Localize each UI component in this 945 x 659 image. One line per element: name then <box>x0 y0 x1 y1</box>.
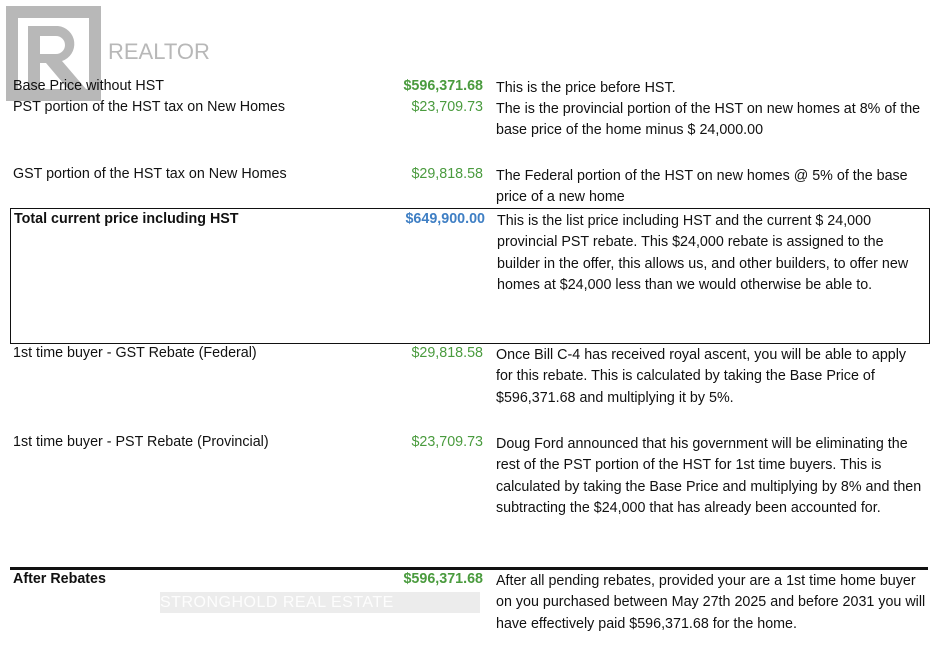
realtor-logo-icon <box>6 6 101 101</box>
row-amount: $29,818.58 <box>411 345 483 361</box>
watermark: STRONGHOLD REAL ESTATE <box>160 592 480 613</box>
row-description: The Federal portion of the HST on new ho… <box>496 168 908 206</box>
row-amount: $23,709.73 <box>411 99 483 115</box>
realtor-logo-text: REALTOR <box>108 39 210 64</box>
row-description: This is the price before HST. <box>496 80 676 96</box>
row-label: PST portion of the HST tax on New Homes <box>13 99 286 115</box>
row-description: Once Bill C-4 has received royal ascent,… <box>496 347 907 406</box>
row-amount: $596,371.68 <box>403 78 483 94</box>
row-amount: $649,900.00 <box>405 211 485 227</box>
row-amount: $29,818.58 <box>411 166 483 182</box>
row-label: GST portion of the HST tax on New Homes <box>13 166 287 182</box>
row-label: After Rebates <box>13 571 106 587</box>
row-label: Base Price without HST <box>13 78 164 94</box>
row-description: Doug Ford announced that his government … <box>496 436 922 517</box>
row-amount: $23,709.73 <box>411 434 483 450</box>
row-description: After all pending rebates, provided your… <box>496 573 926 632</box>
row-label: 1st time buyer - PST Rebate (Provincial) <box>13 434 269 450</box>
row-amount: $596,371.68 <box>403 571 483 587</box>
row-description: The is the provincial portion of the HST… <box>496 101 921 139</box>
row-total-price: Total current price including HST $649,9… <box>10 208 930 344</box>
divider <box>10 567 928 570</box>
row-description: This is the list price including HST and… <box>497 213 909 294</box>
row-label: Total current price including HST <box>14 211 239 227</box>
row-label: 1st time buyer - GST Rebate (Federal) <box>13 345 257 361</box>
